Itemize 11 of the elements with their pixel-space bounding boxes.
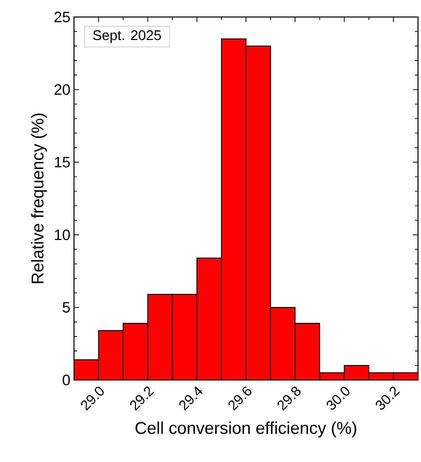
- y-tick-label: 5: [62, 302, 70, 313]
- y-tick-label: 20: [54, 84, 70, 95]
- x-tick-label: 30.2: [376, 386, 400, 410]
- y-tick-label: 10: [54, 229, 70, 240]
- y-tick-label: 25: [54, 12, 70, 22]
- y-tick-label: 15: [54, 156, 70, 168]
- x-axis-title: Cell conversion efficiency (%): [136, 422, 356, 438]
- annotation: Sept. 2025: [93, 30, 161, 43]
- y-axis-title: Relative frequency (%): [31, 114, 47, 284]
- x-tick-label: 30.0: [326, 386, 350, 410]
- y-tick-label: 0: [62, 374, 70, 386]
